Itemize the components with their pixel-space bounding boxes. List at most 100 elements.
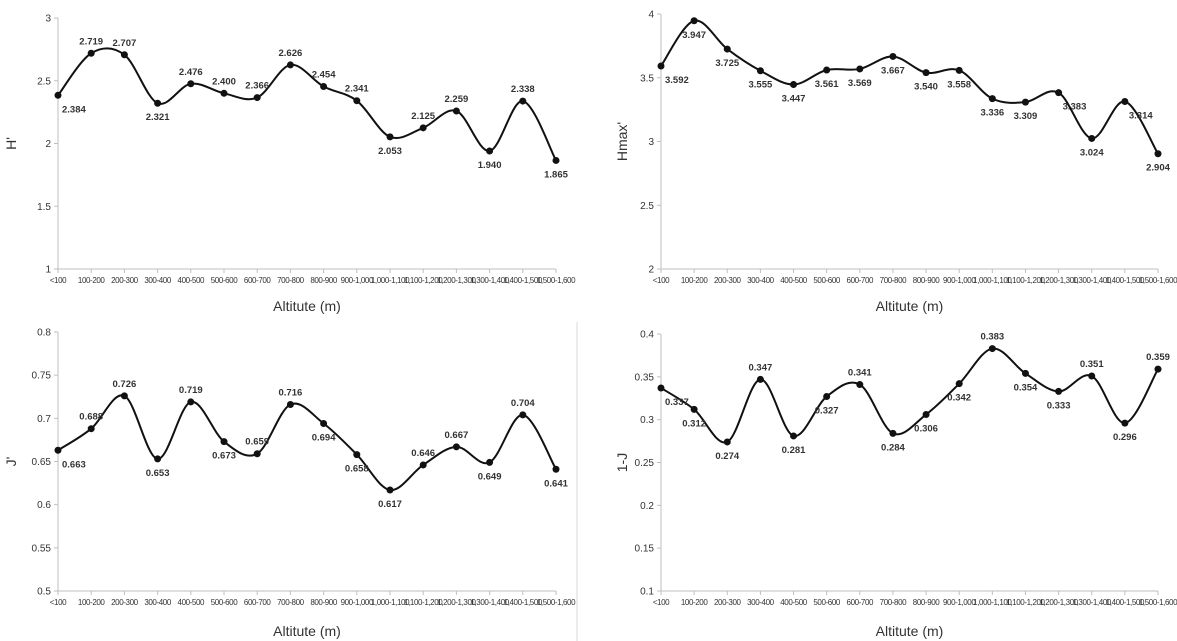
x-tick-label: 600-700 (847, 598, 875, 607)
data-label: 3.309 (1014, 111, 1038, 122)
data-label: 3.667 (881, 65, 905, 76)
chart-panel-2: 2 2.5 3 3.5 4 <100 100-200 200-300 300-400 400-50… (614, 10, 1177, 315)
data-label: 0.351 (1080, 359, 1104, 370)
data-label: 0.347 (749, 362, 773, 373)
data-point (724, 438, 731, 445)
data-label: 3.447 (782, 94, 806, 105)
y-tick-label: 0.55 (32, 543, 52, 554)
data-label: 2.707 (113, 38, 137, 49)
data-label: 3.561 (815, 79, 839, 90)
data-point (724, 46, 731, 53)
x-tick-label: 800-900 (913, 276, 941, 285)
data-label: 2.904 (1146, 163, 1170, 174)
data-label: 0.653 (146, 468, 170, 479)
y-tick-label: 4 (648, 10, 654, 21)
y-tick-label: 0.4 (640, 330, 654, 341)
data-point (55, 447, 62, 454)
chart-panel-1: 11.522.53<100 100-200 200-300 300-400 400-50… (3, 14, 576, 315)
data-label: 2.476 (179, 67, 203, 78)
data-label: 0.658 (345, 464, 369, 475)
x-tick-label: 100-200 (681, 276, 709, 285)
data-label: 2.341 (345, 84, 369, 95)
data-point (1121, 98, 1128, 105)
data-point (486, 148, 493, 155)
y-tick-label: 2.5 (640, 201, 654, 212)
data-point (956, 67, 963, 74)
y-tick-label: 0.5 (37, 587, 51, 598)
data-point (923, 411, 930, 418)
data-label: 2.454 (312, 70, 336, 81)
x-tick-label: 700-800 (277, 598, 305, 607)
data-point (519, 411, 526, 418)
data-label: 3.725 (715, 58, 739, 69)
data-point (121, 392, 128, 399)
data-label: 0.359 (1146, 352, 1170, 363)
y-tick-label: 3.5 (640, 73, 654, 84)
data-label: 2.719 (79, 36, 103, 47)
data-label: 1.865 (544, 169, 568, 180)
data-point (221, 438, 228, 445)
x-tick-label: 400-500 (178, 276, 206, 285)
y-tick-label: 3 (648, 137, 654, 148)
data-point (420, 461, 427, 468)
data-point (823, 66, 830, 73)
x-tick-label: 700-800 (880, 598, 908, 607)
data-label: 3.024 (1080, 147, 1104, 158)
y-tick-label: 0.3 (640, 415, 654, 426)
y-tick-label: 1.5 (37, 202, 51, 213)
x-axis-title: Altitute (m) (273, 298, 341, 314)
x-tick-label: 400-500 (780, 276, 808, 285)
data-label: 3.592 (665, 75, 689, 86)
data-point (1088, 372, 1095, 379)
data-label: 2.384 (62, 104, 86, 115)
data-point (856, 381, 863, 388)
x-axis-title: Altitute (m) (876, 623, 944, 639)
data-label: 0.284 (881, 442, 905, 453)
data-label: 3.540 (914, 82, 938, 93)
data-point (856, 65, 863, 72)
y-tick-label: 0.2 (640, 501, 654, 512)
data-point (187, 398, 194, 405)
data-label: 2.321 (146, 112, 170, 123)
data-point (790, 432, 797, 439)
y-axis-title: 1-J (614, 453, 630, 472)
data-label: 0.296 (1113, 432, 1137, 443)
data-label: 0.617 (378, 499, 402, 510)
data-point (1088, 135, 1095, 142)
data-label: 0.667 (445, 430, 469, 441)
data-label: 0.673 (212, 451, 236, 462)
x-tick-label: 400-500 (178, 598, 206, 607)
x-tick-label: <100 (50, 276, 67, 285)
x-tick-label: 600-700 (244, 598, 272, 607)
data-point (320, 420, 327, 427)
data-point (889, 430, 896, 437)
data-point (790, 81, 797, 88)
x-tick-label: <100 (50, 598, 67, 607)
data-label: 2.400 (212, 76, 236, 87)
y-tick-label: 0.35 (635, 372, 655, 383)
x-tick-label: 500-600 (813, 276, 841, 285)
data-label: 2.626 (279, 48, 303, 59)
data-point (823, 393, 830, 400)
y-tick-label: 1 (45, 265, 51, 276)
data-label: 2.338 (511, 84, 535, 95)
y-tick-label: 0.65 (32, 457, 52, 468)
data-point (187, 80, 194, 87)
data-point (691, 17, 698, 24)
x-tick-label: 900-1,000 (341, 598, 374, 607)
x-tick-label: 200-300 (111, 276, 139, 285)
data-point (1155, 150, 1162, 157)
x-tick-label: 600-700 (847, 276, 875, 285)
data-label: 0.688 (79, 412, 103, 423)
data-point (757, 67, 764, 74)
x-tick-label: 800-900 (913, 598, 941, 607)
data-label: 0.337 (665, 397, 689, 408)
y-tick-label: 2.5 (37, 76, 51, 87)
x-tick-label: 600-700 (244, 276, 272, 285)
y-tick-label: 0.6 (37, 500, 51, 511)
data-point (553, 157, 560, 164)
data-label: 0.641 (544, 478, 568, 489)
y-tick-label: 0.75 (32, 371, 52, 382)
data-point (353, 97, 360, 104)
y-tick-label: 2 (45, 139, 51, 150)
